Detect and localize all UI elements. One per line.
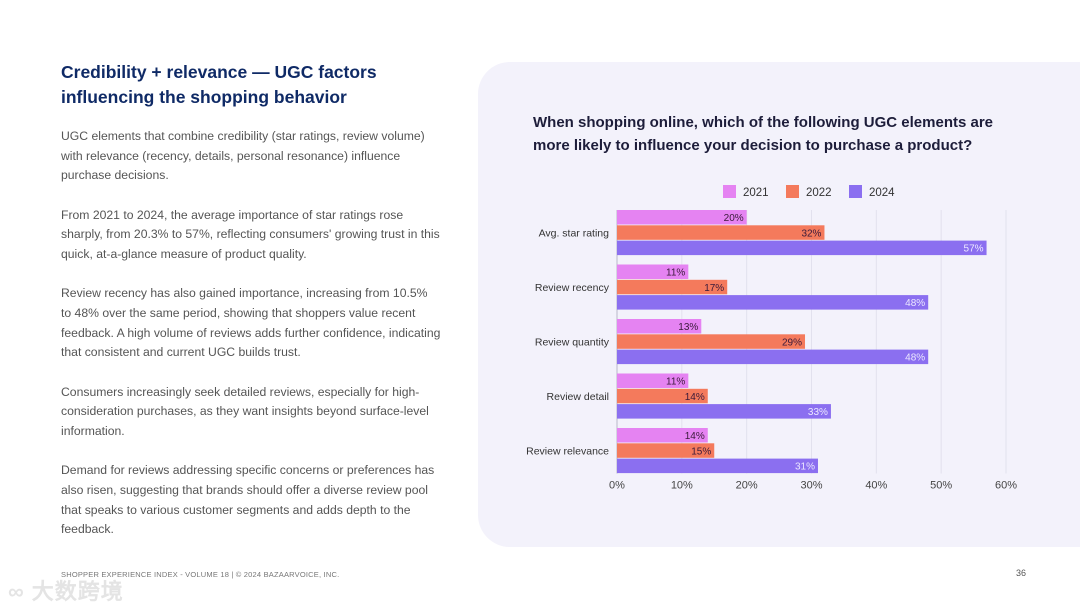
category-label: Review detail [547,391,609,403]
legend-label-2021: 2021 [743,187,769,199]
legend-swatch-2024 [849,185,862,198]
data-label: 11% [666,268,685,279]
paragraph: Review recency has also gained importanc… [61,286,441,360]
footer-text: SHOPPER EXPERIENCE INDEX - VOLUME 18 | ©… [61,570,340,579]
x-tick-label: 10% [671,480,693,492]
paragraph: From 2021 to 2024, the average importanc… [61,207,440,262]
data-label: 11% [666,377,685,388]
x-tick-label: 40% [865,480,887,492]
bar-2022 [617,225,825,240]
data-label: 32% [801,228,821,239]
bar-2024 [617,295,929,310]
legend-label-2022: 2022 [806,187,832,199]
bar-2022 [617,334,806,349]
bar-2022 [617,443,715,458]
data-label: 15% [691,446,711,457]
body-text: UGC elements that combine credibility (s… [61,127,441,559]
legend-label-2024: 2024 [869,187,895,199]
paragraph: UGC elements that combine credibility (s… [61,129,425,183]
x-tick-label: 60% [995,480,1017,492]
data-label: 57% [964,244,984,255]
legend-swatch-2022 [786,185,799,198]
bar-2021 [617,373,689,388]
bar-2021 [617,210,747,225]
bar-2022 [617,388,708,404]
category-label: Review quantity [535,337,610,349]
section-title: Credibility + relevance — UGC factors in… [61,62,377,107]
data-label: 17% [704,283,724,294]
paragraph: Consumers increasingly seek detailed rev… [61,384,429,438]
data-label: 29% [782,337,802,348]
x-tick-label: 0% [609,480,625,492]
bar-2024 [617,458,818,474]
category-label: Review relevance [526,446,609,458]
x-tick-label: 20% [736,480,758,492]
data-label: 48% [905,353,925,364]
page-number: 36 [1016,568,1027,578]
category-label: Avg. star rating [539,228,610,240]
bar-2024 [617,404,831,419]
data-label: 20% [724,213,744,224]
bar-2024 [617,240,987,256]
watermark-logo: ∞ 大数跨境 [8,579,124,604]
legend-swatch-2021 [723,185,736,198]
data-label: 14% [685,392,705,403]
x-tick-label: 30% [800,480,822,492]
data-label: 31% [795,462,815,473]
data-label: 14% [685,431,705,442]
category-label: Review recency [535,282,610,294]
chart-title: When shopping online, which of the follo… [533,114,994,154]
data-label: 33% [808,407,828,418]
data-label: 13% [678,322,698,333]
bar-2021 [617,428,708,443]
paragraph: Demand for reviews addressing specific c… [61,463,435,537]
bar-2022 [617,279,728,295]
bar-2021 [617,319,702,334]
data-label: 48% [905,298,925,309]
x-tick-label: 50% [930,480,952,492]
watermark-text: 大数跨境 [31,579,124,604]
bar-2021 [617,264,689,279]
bar-2024 [617,349,929,365]
